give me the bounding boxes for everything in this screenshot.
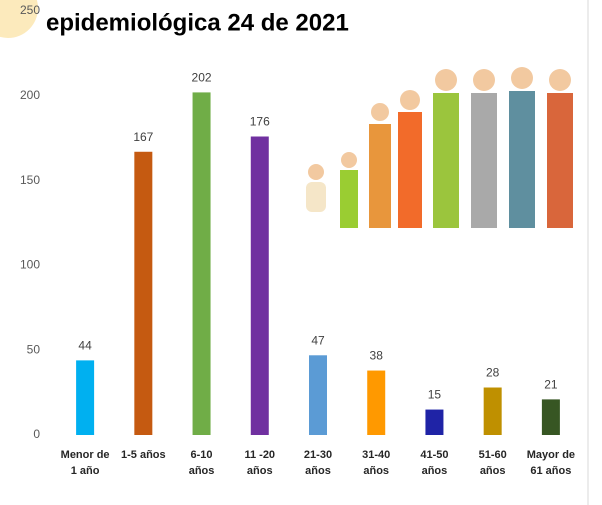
x-tick-label: 31-40 años — [362, 449, 390, 477]
y-tick-label: 200 — [20, 88, 40, 102]
bar — [367, 370, 386, 435]
value-label: 202 — [192, 71, 212, 85]
bar — [541, 399, 560, 435]
bar — [483, 387, 502, 435]
value-label: 28 — [486, 366, 500, 380]
value-label: 15 — [428, 388, 442, 402]
x-tick-label: 51-60 años — [479, 449, 507, 477]
value-label: 167 — [133, 130, 153, 144]
chart-title: epidemiológica 24 de 2021 — [46, 9, 349, 36]
x-tick-label: 1-5 años — [121, 449, 166, 461]
value-label: 176 — [250, 115, 270, 129]
y-tick-label: 0 — [33, 427, 40, 441]
bar — [192, 92, 211, 436]
x-tick-label: 11 -20 años — [244, 449, 275, 477]
y-tick-label: 100 — [20, 258, 40, 272]
bar — [134, 151, 153, 435]
bar — [250, 136, 269, 435]
y-tick-label: 250 — [20, 3, 40, 17]
y-tick-label: 150 — [20, 173, 40, 187]
value-label: 21 — [544, 378, 558, 392]
value-label: 44 — [78, 339, 92, 353]
bar — [425, 409, 444, 435]
decoration — [0, 0, 38, 38]
y-tick-label: 50 — [27, 342, 41, 356]
people-illustration — [306, 67, 573, 228]
x-tick-label: Mayor de 61 años — [527, 449, 575, 477]
x-tick-label: 6-10 años — [189, 449, 215, 477]
bar — [309, 355, 327, 435]
x-tick-label: Menor de 1 año — [61, 449, 110, 477]
bar — [76, 360, 95, 435]
x-tick-label: 21-30 años — [304, 449, 332, 477]
x-tick-label: 41-50 años — [420, 449, 448, 477]
value-label: 47 — [311, 333, 325, 347]
value-label: 38 — [370, 349, 384, 363]
